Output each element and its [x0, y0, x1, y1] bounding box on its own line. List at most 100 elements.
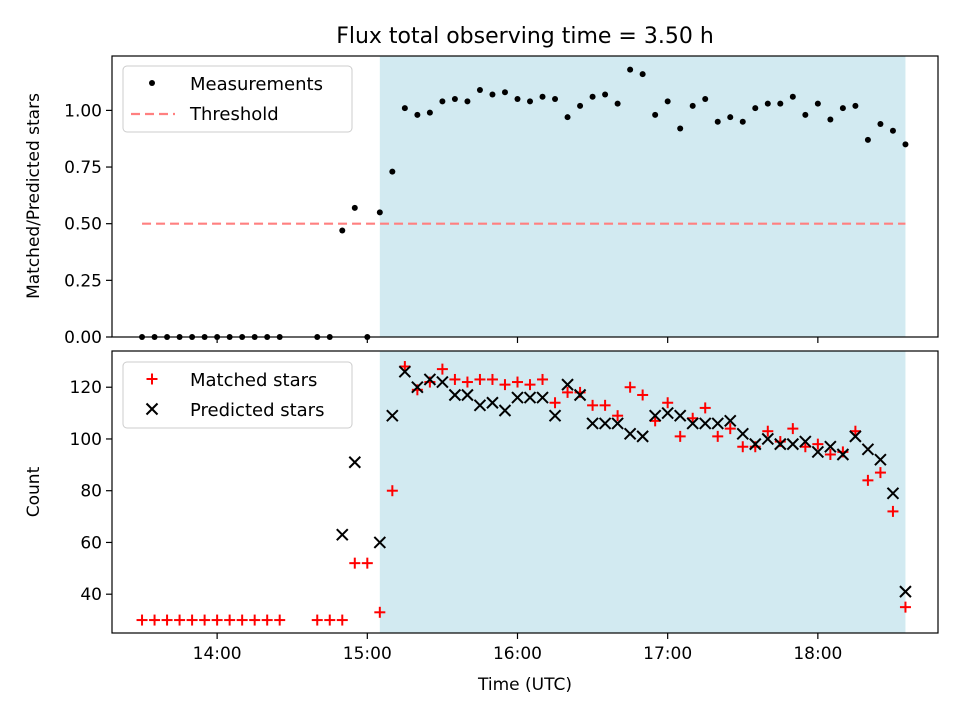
matched-star-point	[874, 467, 886, 479]
measurement-point	[789, 93, 796, 100]
matched-star-point	[211, 614, 223, 626]
matched-star-point	[624, 381, 636, 393]
matched-star-point	[199, 614, 211, 626]
matched-star-point	[649, 415, 661, 427]
measurement-point	[664, 98, 671, 105]
predicted-star-point	[523, 391, 537, 404]
measurement-point	[677, 125, 684, 132]
predicted-star-point	[799, 435, 812, 448]
top-axes-frame	[111, 55, 939, 338]
measurement-point	[351, 204, 358, 211]
matched-star-point	[887, 505, 899, 517]
measurement-point	[476, 86, 483, 93]
measurement-point	[827, 116, 834, 123]
predicted-star-point	[724, 414, 737, 428]
y-tick-label: 80	[80, 482, 102, 502]
y-tick-label: 1.00	[64, 101, 102, 121]
bottom-legend: Matched stars Predicted stars	[122, 361, 353, 429]
matched-star-point	[349, 557, 361, 569]
predicted-star-point	[611, 417, 624, 430]
bottom-y-ticks: 40 60 80 100 120	[70, 378, 112, 605]
y-tick-label: 120	[70, 378, 102, 398]
predicted-star-point	[398, 365, 412, 378]
predicted-star-point	[586, 417, 599, 430]
bottom-panel: 14:00 15:00 16:00 17:00 18:00 40 60 80 100 120 C…	[24, 350, 939, 695]
matched-star-point	[562, 386, 574, 398]
matched-star-point	[587, 399, 599, 411]
predicted-star-point	[436, 375, 449, 389]
predicted-star-point	[573, 388, 587, 402]
matched-star-point	[787, 423, 799, 435]
matched-star-point	[699, 402, 711, 414]
measurement-point	[702, 96, 709, 103]
predicted-star-point	[661, 406, 674, 420]
predicted-star-point	[648, 409, 662, 422]
matched-star-point	[324, 614, 336, 626]
measurement-point	[552, 96, 559, 103]
matched-star-point	[849, 425, 861, 437]
matched-stars-points	[136, 361, 911, 626]
observing-window-shade	[379, 56, 906, 337]
measurement-point	[852, 102, 859, 109]
matched-star-point	[161, 614, 173, 626]
legend-label-measurements: Measurements	[190, 74, 323, 95]
predicted-star-point	[711, 417, 724, 430]
matched-star-point	[612, 410, 624, 422]
measurement-point	[577, 102, 584, 109]
bottom-y-axis-label: Count	[24, 466, 44, 517]
predicted-star-point	[774, 437, 787, 451]
measurement-point	[802, 111, 809, 118]
measurement-point	[814, 100, 821, 107]
legend-marker-predicted	[145, 402, 159, 416]
predicted-star-point	[461, 388, 474, 402]
matched-star-point	[174, 614, 186, 626]
predicted-star-point	[673, 409, 687, 422]
y-tick-label: 0.75	[64, 158, 102, 178]
matched-star-point	[249, 614, 261, 626]
measurement-point	[451, 96, 458, 103]
predicted-star-point	[811, 445, 825, 459]
top-x-ticks	[216, 337, 819, 343]
measurement-point	[877, 120, 884, 127]
matched-star-point	[524, 379, 536, 391]
y-tick-label: 40	[80, 585, 102, 605]
y-tick-label: 100	[70, 430, 102, 450]
predicted-star-point	[886, 487, 900, 500]
predicted-star-point	[849, 430, 862, 443]
predicted-star-point	[736, 427, 749, 440]
x-tick-label: 17:00	[643, 644, 692, 664]
matched-star-point	[436, 363, 448, 375]
predicted-star-point	[423, 373, 437, 386]
predicted-star-point	[498, 404, 512, 417]
predicted-star-point	[373, 536, 387, 549]
measurement-point	[714, 118, 721, 125]
matched-star-point	[236, 614, 248, 626]
matched-star-point	[737, 441, 749, 453]
measurement-point	[839, 105, 846, 112]
predicted-star-point	[699, 417, 712, 430]
predicted-star-point	[786, 437, 800, 451]
measurement-point	[764, 100, 771, 107]
predicted-star-point	[448, 388, 462, 402]
measurement-point	[464, 98, 471, 105]
bottom-x-ticks: 14:00 15:00 16:00 17:00 18:00	[193, 633, 842, 664]
matched-star-point	[486, 373, 498, 385]
matched-star-point	[899, 601, 911, 613]
predicted-star-point	[836, 448, 850, 461]
y-tick-label: 0.00	[64, 328, 102, 348]
matched-star-point	[374, 606, 386, 618]
predicted-star-point	[511, 391, 524, 404]
predicted-stars-points	[336, 365, 912, 598]
predicted-star-point	[861, 443, 875, 456]
measurement-point	[527, 98, 534, 105]
predicted-star-point	[636, 430, 649, 443]
predicted-star-point	[336, 528, 349, 541]
legend-label-matched: Matched stars	[190, 370, 317, 391]
predicted-star-point	[874, 453, 887, 466]
matched-star-point	[762, 425, 774, 437]
matched-star-point	[361, 557, 373, 569]
matched-star-point	[274, 614, 286, 626]
matched-star-point	[799, 441, 811, 453]
predicted-star-point	[686, 417, 699, 430]
x-tick-label: 16:00	[493, 644, 542, 664]
